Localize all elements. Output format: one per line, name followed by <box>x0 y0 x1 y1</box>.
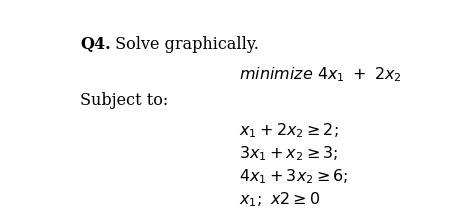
Text: $x_1 + 2x_2 \geq 2;$: $x_1 + 2x_2 \geq 2;$ <box>239 121 338 140</box>
Text: $4x_1 + 3x_2 \geq 6;$: $4x_1 + 3x_2 \geq 6;$ <box>239 167 348 186</box>
Text: $x_1;\ x2 \geq 0$: $x_1;\ x2 \geq 0$ <box>239 191 320 208</box>
Text: Solve graphically.: Solve graphically. <box>110 36 259 53</box>
Text: $\mathit{minimize}\ 4x_1\ +\ 2x_2$: $\mathit{minimize}\ 4x_1\ +\ 2x_2$ <box>239 65 402 84</box>
Text: $3x_1 + x_2 \geq 3;$: $3x_1 + x_2 \geq 3;$ <box>239 144 338 163</box>
Text: Q4.: Q4. <box>80 36 110 53</box>
Text: Subject to:: Subject to: <box>80 92 168 109</box>
